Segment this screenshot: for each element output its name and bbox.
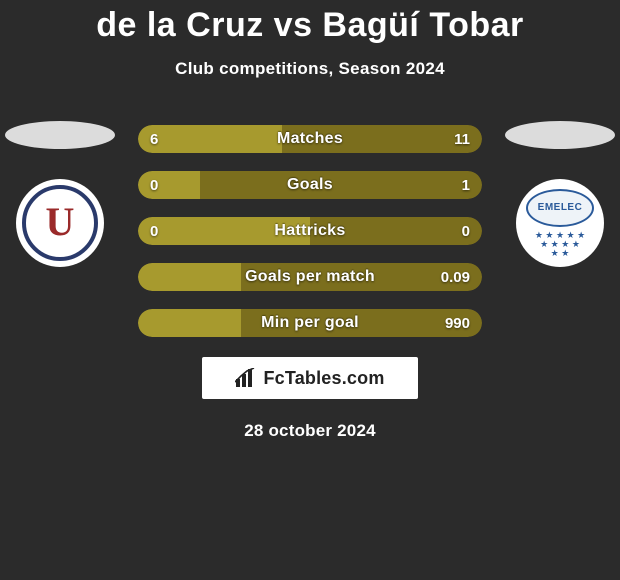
content-row: U Matches611Goals01Hattricks00Goals per … — [0, 125, 620, 337]
stat-name: Min per goal — [138, 314, 482, 332]
stat-value-left: 0 — [150, 223, 158, 240]
stat-bar: Min per goal990 — [138, 309, 482, 337]
stat-value-right: 0 — [462, 223, 470, 240]
stat-value-right: 11 — [454, 131, 470, 148]
bar-chart-icon — [235, 368, 257, 388]
stat-bar: Goals0 1 — [138, 171, 482, 199]
ldu-letter: U — [46, 198, 75, 245]
emelec-oval: EMELEC — [526, 189, 594, 227]
left-club-logo: U — [16, 179, 104, 267]
right-side: EMELEC ★ ★ ★ ★ ★★ ★ ★ ★★ ★ — [500, 125, 620, 337]
left-side: U — [0, 125, 120, 337]
stat-name: Goals — [138, 176, 482, 194]
stat-value-left: 0 — [150, 177, 158, 194]
stat-bar: Hattricks0 0 — [138, 217, 482, 245]
stat-value-right: 990 — [445, 315, 470, 332]
page-subtitle: Club competitions, Season 2024 — [0, 59, 620, 79]
stat-value-right: 1 — [462, 177, 470, 194]
ldu-ring: U — [22, 185, 98, 261]
branding-badge: FcTables.com — [202, 357, 418, 399]
stat-value-left: 6 — [150, 131, 158, 148]
page-title: de la Cruz vs Bagüí Tobar — [0, 6, 620, 45]
stat-name: Goals per match — [138, 268, 482, 286]
branding-text: FcTables.com — [263, 368, 384, 389]
emelec-label: EMELEC — [538, 202, 583, 213]
player-silhouette-right — [505, 121, 615, 149]
stat-name: Matches — [138, 130, 482, 148]
stat-name: Hattricks — [138, 222, 482, 240]
footer-date: 28 october 2024 — [0, 421, 620, 441]
stat-bar: Matches6 11 — [138, 125, 482, 153]
emelec-logo: EMELEC ★ ★ ★ ★ ★★ ★ ★ ★★ ★ — [516, 179, 604, 267]
player-silhouette-left — [5, 121, 115, 149]
stat-bar: Goals per match0.09 — [138, 263, 482, 291]
right-club-logo: EMELEC ★ ★ ★ ★ ★★ ★ ★ ★★ ★ — [516, 179, 604, 267]
comparison-infographic: de la Cruz vs Bagüí Tobar Club competiti… — [0, 0, 620, 441]
stat-value-right: 0.09 — [441, 269, 470, 286]
emelec-stars-icon: ★ ★ ★ ★ ★★ ★ ★ ★★ ★ — [535, 231, 585, 258]
stat-bars: Matches611Goals01Hattricks00Goals per ma… — [120, 125, 500, 337]
